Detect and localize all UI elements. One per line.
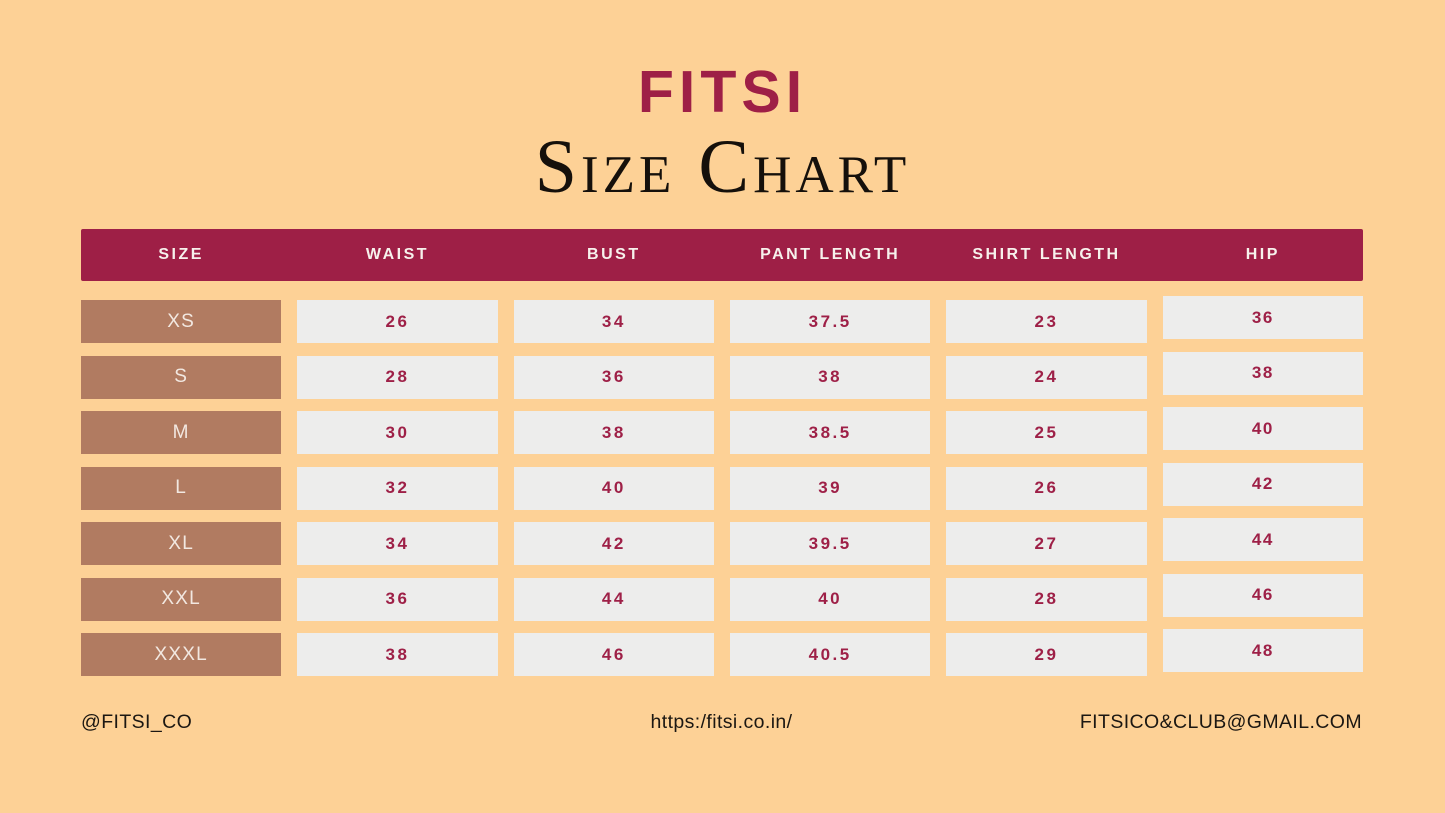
value-cell: 36 <box>513 355 714 399</box>
value-cell: 40 <box>513 466 714 510</box>
value-cell: 38 <box>1162 351 1363 395</box>
value-cell: 27 <box>946 522 1147 565</box>
table-row: L 32 40 39 26 42 <box>81 462 1363 510</box>
value-cell: 30 <box>297 411 498 454</box>
size-cell: M <box>81 411 282 454</box>
table-row: XXL 36 44 40 28 46 <box>81 573 1363 621</box>
value-cell: 28 <box>946 577 1147 621</box>
value-cell: 24 <box>946 355 1147 399</box>
footer: @FITSI_CO https:/fitsi.co.in/ FITSICO&CL… <box>81 711 1362 734</box>
social-handle: @FITSI_CO <box>81 711 193 733</box>
column-header-hip: HIP <box>1245 246 1280 263</box>
value-cell: 39.5 <box>729 522 931 565</box>
value-cell: 46 <box>1162 573 1363 617</box>
value-cell: 44 <box>513 577 714 621</box>
value-cell: 26 <box>297 300 498 343</box>
column-header-shirt-length: SHIRT LENGTH <box>972 246 1121 263</box>
email-address: FITSICO&CLUB@GMAIL.COM <box>1079 711 1362 733</box>
value-cell: 38 <box>513 411 714 454</box>
value-cell: 32 <box>297 466 498 510</box>
value-cell: 40 <box>729 577 931 621</box>
value-cell: 23 <box>946 300 1147 343</box>
size-cell: XL <box>81 522 282 565</box>
size-chart-table: SIZE WAIST BUST PANT LENGTH SHIRT LENGTH… <box>81 229 1363 676</box>
website-url: https:/fitsi.co.in/ <box>650 711 793 733</box>
page-title: Size Chart <box>534 124 911 209</box>
value-cell: 26 <box>946 466 1147 510</box>
value-cell: 28 <box>297 355 498 399</box>
value-cell: 29 <box>946 633 1147 676</box>
size-cell: S <box>81 355 282 399</box>
column-header-pant-length: PANT LENGTH <box>760 246 901 263</box>
size-cell: XS <box>81 300 282 343</box>
column-header-waist: WAIST <box>365 246 430 263</box>
value-cell: 38.5 <box>729 411 931 454</box>
value-cell: 36 <box>297 577 498 621</box>
table-header-row: SIZE WAIST BUST PANT LENGTH SHIRT LENGTH… <box>81 229 1363 281</box>
size-cell: L <box>81 466 282 510</box>
size-cell: XXL <box>81 577 282 621</box>
value-cell: 42 <box>1162 462 1363 506</box>
value-cell: 38 <box>297 633 498 676</box>
table-row: XL 34 42 39.5 27 44 <box>81 518 1363 565</box>
value-cell: 34 <box>513 300 714 343</box>
table-row: XS 26 34 37.5 23 36 <box>81 296 1363 343</box>
value-cell: 42 <box>513 522 714 565</box>
brand-title: FITSI <box>637 59 808 125</box>
value-cell: 40.5 <box>729 633 931 676</box>
value-cell: 25 <box>946 411 1147 454</box>
size-cell: XXXL <box>81 633 282 676</box>
table-row: S 28 36 38 24 38 <box>81 351 1363 399</box>
column-header-bust: BUST <box>587 246 641 263</box>
table-row: XXXL 38 46 40.5 29 48 <box>81 629 1363 676</box>
value-cell: 34 <box>297 522 498 565</box>
value-cell: 38 <box>729 355 931 399</box>
value-cell: 48 <box>1162 629 1363 672</box>
column-header-size: SIZE <box>158 246 204 263</box>
table-body: XS 26 34 37.5 23 36 S 28 36 38 24 38 M 30 38 38.5 25 40 L 3… <box>81 296 1363 676</box>
value-cell: 36 <box>1162 296 1363 339</box>
value-cell: 46 <box>513 633 714 676</box>
value-cell: 37.5 <box>729 300 931 343</box>
table-row: M 30 38 38.5 25 40 <box>81 407 1363 454</box>
value-cell: 44 <box>1162 518 1363 561</box>
value-cell: 39 <box>729 466 931 510</box>
value-cell: 40 <box>1162 407 1363 450</box>
